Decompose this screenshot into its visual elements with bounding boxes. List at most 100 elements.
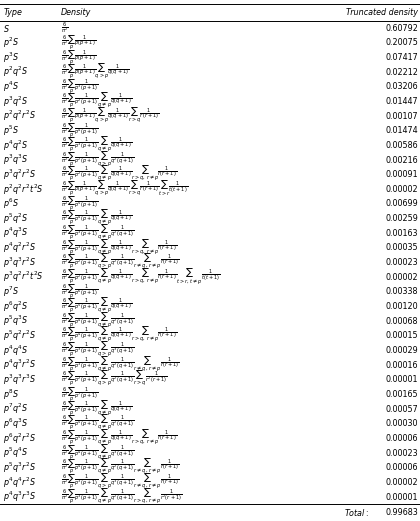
Text: $p^6q^2r^2S$: $p^6q^2r^2S$ bbox=[3, 431, 37, 445]
Text: $p^3q^2S$: $p^3q^2S$ bbox=[3, 94, 29, 108]
Text: $\frac{6}{\pi^2}\sum_p \frac{1}{p^4(p+1)}\sum_{q\neq p} \frac{1}{q(q+1)}\sum_{r>: $\frac{6}{\pi^2}\sum_p \frac{1}{p^4(p+1)… bbox=[61, 326, 177, 345]
Text: $\frac{6}{\pi^2}\sum_p \frac{1}{p^6(p+1)}\sum_{q\neq p} \frac{1}{q(q+1)}$: $\frac{6}{\pi^2}\sum_p \frac{1}{p^6(p+1)… bbox=[61, 400, 132, 419]
Text: 0.00030: 0.00030 bbox=[386, 419, 418, 428]
Text: 0.00216: 0.00216 bbox=[385, 156, 418, 165]
Text: $\frac{6}{\pi^2}\sum_p \frac{1}{p^2(p+1)}\sum_{q>p} \frac{1}{q^2(q+1)}\sum_{r>q}: $\frac{6}{\pi^2}\sum_p \frac{1}{p^2(p+1)… bbox=[61, 370, 168, 389]
Text: 0.03206: 0.03206 bbox=[385, 82, 418, 91]
Text: $\frac{6}{\pi^2}\sum_p \frac{1}{p^5(p+1)}\sum_{q\neq p} \frac{1}{q(q+1)}$: $\frac{6}{\pi^2}\sum_p \frac{1}{p^5(p+1)… bbox=[61, 297, 132, 316]
Text: $\frac{6}{\pi^2}\sum_p \frac{1}{p^5(p+1)}\sum_{q\neq p} \frac{1}{q(q+1)}\sum_{r>: $\frac{6}{\pi^2}\sum_p \frac{1}{p^5(p+1)… bbox=[61, 429, 177, 448]
Text: 0.00001: 0.00001 bbox=[386, 492, 418, 502]
Text: $p^4q^4S$: $p^4q^4S$ bbox=[3, 343, 29, 358]
Text: $\frac{6}{\pi^2}\sum_p \frac{1}{p^2(p+1)}\sum_{q\neq p} \frac{1}{q(q+1)}$: $\frac{6}{\pi^2}\sum_p \frac{1}{p^2(p+1)… bbox=[61, 92, 132, 111]
Text: 0.00029: 0.00029 bbox=[385, 346, 418, 355]
Text: $\frac{6}{\pi^2}\sum_p \frac{1}{p^6(p+1)}$: $\frac{6}{\pi^2}\sum_p \frac{1}{p^6(p+1)… bbox=[61, 283, 99, 301]
Text: $\frac{6}{\pi^2}\sum_p \frac{1}{p^3(p+1)}\sum_{q\neq p} \frac{1}{q(q+1)}$: $\frac{6}{\pi^2}\sum_p \frac{1}{p^3(p+1)… bbox=[61, 136, 132, 155]
Text: $p^3q^3r^3S$: $p^3q^3r^3S$ bbox=[3, 373, 37, 387]
Text: $p^7S$: $p^7S$ bbox=[3, 284, 19, 299]
Text: $p^3q^3r^2S$: $p^3q^3r^2S$ bbox=[3, 255, 37, 270]
Text: 0.02212: 0.02212 bbox=[385, 68, 418, 77]
Text: $\frac{6}{\pi^2}\sum_p \frac{1}{p^2(p+1)}\sum_{q\neq p} \frac{1}{q(q+1)}\sum_{r>: $\frac{6}{\pi^2}\sum_p \frac{1}{p^2(p+1)… bbox=[61, 165, 177, 184]
Text: $\frac{6}{\pi^2}\sum_p \frac{1}{p^3(p+1)}\sum_{q\neq p} \frac{1}{q^2(q+1)}$: $\frac{6}{\pi^2}\sum_p \frac{1}{p^3(p+1)… bbox=[61, 224, 135, 243]
Text: $\frac{6}{\pi^2}\sum_p \frac{1}{p^3(p+1)}$: $\frac{6}{\pi^2}\sum_p \frac{1}{p^3(p+1)… bbox=[61, 78, 99, 96]
Text: 0.01447: 0.01447 bbox=[385, 97, 418, 106]
Text: 0.00015: 0.00015 bbox=[385, 331, 418, 340]
Text: 0.00035: 0.00035 bbox=[385, 243, 418, 253]
Text: $\frac{6}{\pi^2}\sum_p \frac{1}{p^3(p+1)}\sum_{q\neq p} \frac{1}{q^2(q+1)}\sum_{: $\frac{6}{\pi^2}\sum_p \frac{1}{p^3(p+1)… bbox=[61, 355, 180, 375]
Text: 0.00006: 0.00006 bbox=[386, 434, 418, 443]
Text: $p^4q^2r^2S$: $p^4q^2r^2S$ bbox=[3, 241, 37, 255]
Text: $p^2q^2r^2t^2S$: $p^2q^2r^2t^2S$ bbox=[3, 182, 44, 196]
Text: $\frac{6}{\pi^2}\sum_p \frac{1}{p^5(p+1)}\sum_{q\neq p} \frac{1}{q^2(q+1)}$: $\frac{6}{\pi^2}\sum_p \frac{1}{p^5(p+1)… bbox=[61, 414, 135, 433]
Text: $p^7q^2S$: $p^7q^2S$ bbox=[3, 402, 29, 416]
Text: $\frac{6}{\pi^2}\sum_p \frac{1}{p^2(p+1)}\sum_{q>p} \frac{1}{q^2(q+1)}$: $\frac{6}{\pi^2}\sum_p \frac{1}{p^2(p+1)… bbox=[61, 151, 135, 170]
Text: $\frac{6}{\pi^2}\sum_p \frac{1}{p^5(p+1)}$: $\frac{6}{\pi^2}\sum_p \frac{1}{p^5(p+1)… bbox=[61, 195, 99, 213]
Text: $Total:$: $Total:$ bbox=[344, 506, 370, 518]
Text: 0.00057: 0.00057 bbox=[385, 405, 418, 414]
Text: $p^8S$: $p^8S$ bbox=[3, 387, 19, 402]
Text: $p^5q^4S$: $p^5q^4S$ bbox=[3, 446, 29, 460]
Text: 0.00002: 0.00002 bbox=[385, 272, 418, 282]
Text: 0.00023: 0.00023 bbox=[385, 449, 418, 457]
Text: 0.20075: 0.20075 bbox=[385, 39, 418, 47]
Text: $p^3q^2r^2t^2S$: $p^3q^2r^2t^2S$ bbox=[3, 270, 44, 284]
Text: $p^4q^3r^3S$: $p^4q^3r^3S$ bbox=[3, 490, 37, 504]
Text: 0.00259: 0.00259 bbox=[385, 214, 418, 223]
Text: 0.00120: 0.00120 bbox=[385, 302, 418, 311]
Text: $p^5q^3S$: $p^5q^3S$ bbox=[3, 314, 29, 328]
Text: $p^4q^2S$: $p^4q^2S$ bbox=[3, 138, 29, 153]
Text: $p^5q^3r^2S$: $p^5q^3r^2S$ bbox=[3, 461, 37, 475]
Text: 0.07417: 0.07417 bbox=[385, 53, 418, 62]
Text: 0.00107: 0.00107 bbox=[385, 111, 418, 120]
Text: $\frac{6}{\pi^2}\sum_p \frac{1}{p(p+1)}\sum_{q>p} \frac{1}{q(q+1)}\sum_{r>q} \fr: $\frac{6}{\pi^2}\sum_p \frac{1}{p(p+1)}\… bbox=[61, 180, 188, 199]
Text: $\frac{6}{\pi^2}\sum_p \frac{1}{p^3(p+1)}\sum_{q>p} \frac{1}{q^3(q+1)}$: $\frac{6}{\pi^2}\sum_p \frac{1}{p^3(p+1)… bbox=[61, 341, 135, 360]
Text: $\frac{6}{\pi^2}\sum_p \frac{1}{p(p+1)}$: $\frac{6}{\pi^2}\sum_p \frac{1}{p(p+1)}$ bbox=[61, 48, 96, 67]
Text: $\frac{6}{\pi^2}\sum_p \frac{1}{p^2(p+1)}\sum_{q\neq p} \frac{1}{q(q+1)}\sum_{r>: $\frac{6}{\pi^2}\sum_p \frac{1}{p^2(p+1)… bbox=[61, 267, 220, 287]
Text: 0.00091: 0.00091 bbox=[385, 170, 418, 179]
Text: $p^5S$: $p^5S$ bbox=[3, 123, 19, 138]
Text: 0.00016: 0.00016 bbox=[386, 361, 418, 369]
Text: $p^5q^2S$: $p^5q^2S$ bbox=[3, 212, 29, 226]
Text: $p^3S$: $p^3S$ bbox=[3, 50, 19, 65]
Text: 0.00006: 0.00006 bbox=[386, 463, 418, 472]
Text: 0.00338: 0.00338 bbox=[386, 288, 418, 296]
Text: $\frac{6}{\pi^2}\sum_p \frac{1}{p^4(p+1)}\sum_{q\neq p} \frac{1}{q^2(q+1)}\sum_{: $\frac{6}{\pi^2}\sum_p \frac{1}{p^4(p+1)… bbox=[61, 458, 180, 477]
Text: $p^2q^2r^2S$: $p^2q^2r^2S$ bbox=[3, 109, 37, 123]
Text: 0.60792: 0.60792 bbox=[385, 23, 418, 33]
Text: $p^4q^3r^2S$: $p^4q^3r^2S$ bbox=[3, 358, 37, 373]
Text: $\frac{6}{\pi^2}\sum_p \frac{1}{p^2(p+1)}\sum_{q>p} \frac{1}{q^2(q+1)}\sum_{r\ne: $\frac{6}{\pi^2}\sum_p \frac{1}{p^2(p+1)… bbox=[61, 253, 180, 272]
Text: $p^3q^3S$: $p^3q^3S$ bbox=[3, 153, 29, 167]
Text: 0.00586: 0.00586 bbox=[385, 141, 418, 150]
Text: $p^4q^3S$: $p^4q^3S$ bbox=[3, 226, 29, 241]
Text: $p^4q^4r^2S$: $p^4q^4r^2S$ bbox=[3, 475, 37, 490]
Text: $\frac{6}{\pi^2}\sum_p \frac{1}{p^3(p+1)}\sum_{q>p} \frac{1}{q^3(q+1)}\sum_{r\ne: $\frac{6}{\pi^2}\sum_p \frac{1}{p^3(p+1)… bbox=[61, 473, 180, 492]
Text: $S$: $S$ bbox=[3, 23, 10, 34]
Text: 0.99683: 0.99683 bbox=[385, 507, 418, 517]
Text: 0.00002: 0.00002 bbox=[385, 185, 418, 194]
Text: $\frac{6}{\pi^2}$: $\frac{6}{\pi^2}$ bbox=[61, 21, 68, 36]
Text: 0.00068: 0.00068 bbox=[386, 317, 418, 326]
Text: $p^2S$: $p^2S$ bbox=[3, 35, 19, 50]
Text: 0.00023: 0.00023 bbox=[385, 258, 418, 267]
Text: $p^6q^2S$: $p^6q^2S$ bbox=[3, 300, 29, 314]
Text: $p^6q^3S$: $p^6q^3S$ bbox=[3, 417, 29, 431]
Text: $p^5q^2r^2S$: $p^5q^2r^2S$ bbox=[3, 329, 37, 343]
Text: 0.00001: 0.00001 bbox=[386, 375, 418, 384]
Text: $\frac{6}{\pi^2}\sum_p \frac{1}{p^7(p+1)}$: $\frac{6}{\pi^2}\sum_p \frac{1}{p^7(p+1)… bbox=[61, 385, 99, 404]
Text: 0.00165: 0.00165 bbox=[385, 390, 418, 399]
Text: $\frac{6}{\pi^2}\sum_p \frac{1}{p(p+1)}$: $\frac{6}{\pi^2}\sum_p \frac{1}{p(p+1)}$ bbox=[61, 33, 96, 52]
Text: $\frac{6}{\pi^2}\sum_p \frac{1}{p^4(p+1)}\sum_{q\neq p} \frac{1}{q(q+1)}$: $\frac{6}{\pi^2}\sum_p \frac{1}{p^4(p+1)… bbox=[61, 209, 132, 228]
Text: $p^3q^2r^2S$: $p^3q^2r^2S$ bbox=[3, 167, 37, 182]
Text: 0.01474: 0.01474 bbox=[385, 126, 418, 135]
Text: Density: Density bbox=[61, 8, 91, 17]
Text: $p^4S$: $p^4S$ bbox=[3, 80, 19, 94]
Text: Truncated density: Truncated density bbox=[346, 8, 418, 17]
Text: $\frac{6}{\pi^2}\sum_p \frac{1}{p^3(p+1)}\sum_{q\neq p} \frac{1}{q^2(q+1)}\sum_{: $\frac{6}{\pi^2}\sum_p \frac{1}{p^3(p+1)… bbox=[61, 488, 182, 506]
Text: 0.00163: 0.00163 bbox=[386, 229, 418, 238]
Text: $\frac{6}{\pi^2}\sum_p \frac{1}{p^4(p+1)}\sum_{q\neq p} \frac{1}{q^2(q+1)}$: $\frac{6}{\pi^2}\sum_p \frac{1}{p^4(p+1)… bbox=[61, 312, 135, 331]
Text: $p^6S$: $p^6S$ bbox=[3, 197, 19, 211]
Text: $\frac{6}{\pi^2}\sum_p \frac{1}{p^4(p+1)}\sum_{q\neq p} \frac{1}{q^3(q+1)}$: $\frac{6}{\pi^2}\sum_p \frac{1}{p^4(p+1)… bbox=[61, 443, 135, 463]
Text: Type: Type bbox=[3, 8, 22, 17]
Text: $\frac{6}{\pi^2}\sum_p \frac{1}{p^3(p+1)}\sum_{q\neq p} \frac{1}{q(q+1)}\sum_{r>: $\frac{6}{\pi^2}\sum_p \frac{1}{p^3(p+1)… bbox=[61, 238, 177, 257]
Text: $\frac{6}{\pi^2}\sum_p \frac{1}{p^4(p+1)}$: $\frac{6}{\pi^2}\sum_p \frac{1}{p^4(p+1)… bbox=[61, 121, 99, 140]
Text: 0.00002: 0.00002 bbox=[385, 478, 418, 487]
